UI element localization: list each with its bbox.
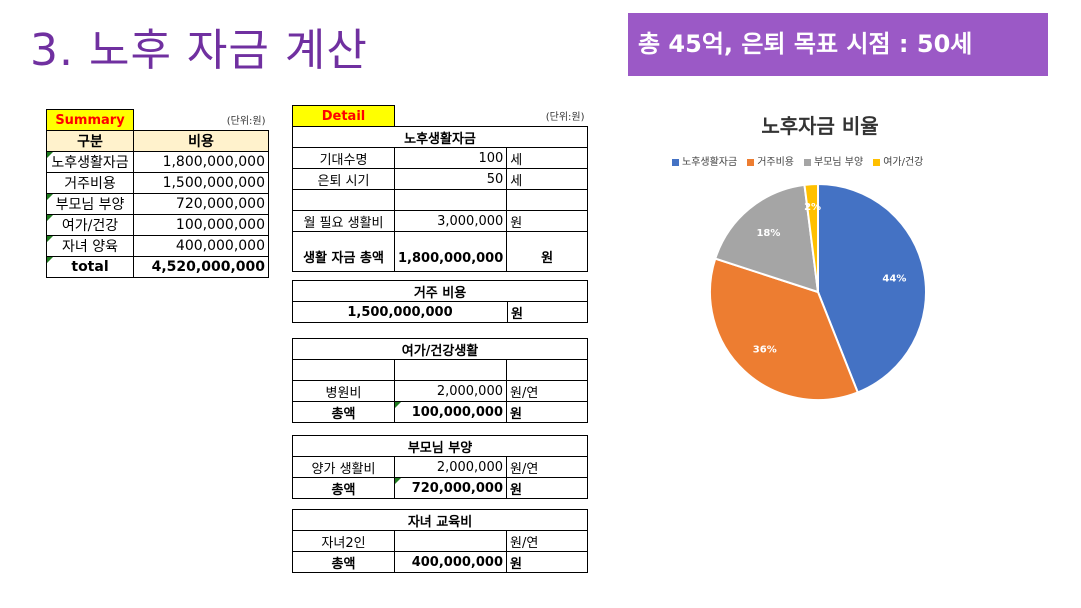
leisure-total-value: 100,000,000 <box>394 401 507 423</box>
children-total-value: 400,000,000 <box>394 551 507 573</box>
summary-row-name: 자녀 양육 <box>46 235 134 257</box>
pie-slice <box>817 182 927 394</box>
summary-row-name: 노후생활자금 <box>46 151 134 173</box>
summary-col-category: 구분 <box>46 130 134 152</box>
summary-unit: (단위:원) <box>133 109 269 131</box>
legend-item: 여가/건강 <box>873 153 923 168</box>
summary-row-name: 부모님 부양 <box>46 193 134 215</box>
legend-label: 노후생활자금 <box>682 157 738 168</box>
parents-total-value: 720,000,000 <box>394 477 507 499</box>
hospital-value: 2,000,000 <box>394 380 507 402</box>
detail-unit: (단위:원) <box>394 105 588 127</box>
legend-swatch <box>804 158 812 166</box>
support-label: 양가 생활비 <box>292 456 395 478</box>
summary-row-value: 400,000,000 <box>133 235 269 257</box>
living-title: 노후생활자금 <box>292 126 588 148</box>
parents-total-unit: 원 <box>506 477 588 499</box>
pie-slice <box>714 183 820 294</box>
retire-value: 50 <box>393 168 508 190</box>
summary-table: Summary (단위:원) 구분 비용 노후생활자금 1,800,000,00… <box>46 109 269 278</box>
chart-title: 노후자금 비율 <box>761 114 879 138</box>
summary-row-value: 720,000,000 <box>133 193 269 215</box>
pie-label: 44% <box>882 273 906 284</box>
summary-row-name: 거주비용 <box>46 172 134 194</box>
summary-total-label: total <box>46 256 134 278</box>
housing-title: 거주 비용 <box>292 280 588 302</box>
legend-label: 거주비용 <box>757 157 795 168</box>
living-total-unit: 원 <box>506 231 588 272</box>
pie-slice <box>803 182 819 293</box>
pie-chart: 44% 36% 18% 2% <box>709 182 927 401</box>
pie-slice <box>709 257 860 401</box>
legend-swatch <box>873 158 881 166</box>
kids-unit: 원/연 <box>506 530 588 552</box>
legend-label: 여가/건강 <box>883 157 924 168</box>
legend-item: 노후생활자금 <box>672 153 737 168</box>
legend-item: 부모님 부양 <box>804 153 863 168</box>
legend-label: 부모님 부양 <box>814 157 864 168</box>
hospital-unit: 원/연 <box>506 380 588 402</box>
legend-swatch <box>747 158 755 166</box>
living-total-label: 생활 자금 총액 <box>292 231 395 272</box>
living-total-value: 1,800,000,000 <box>393 231 508 272</box>
summary-row-value: 100,000,000 <box>133 214 269 236</box>
summary-row-value: 1,800,000,000 <box>133 151 269 173</box>
leisure-total-label: 총액 <box>292 401 395 423</box>
housing-unit: 원 <box>507 301 588 323</box>
children-total-label: 총액 <box>292 551 395 573</box>
pie-label: 18% <box>756 228 780 239</box>
detail-children-table: 자녀 교육비 자녀2인 원/연 총액 400,000,000 원 <box>292 509 588 573</box>
support-unit: 원/연 <box>506 456 588 478</box>
monthly-unit: 원 <box>506 210 588 232</box>
leisure-title: 여가/건강생활 <box>292 338 588 360</box>
summary-col-cost: 비용 <box>133 130 269 152</box>
detail-living-table: Detail (단위:원) 노후생활자금 기대수명 100 세 은퇴 시기 50… <box>292 105 588 272</box>
children-title: 자녀 교육비 <box>292 509 588 531</box>
parents-title: 부모님 부양 <box>292 435 588 457</box>
summary-row-value: 1,500,000,000 <box>133 172 269 194</box>
retire-unit: 세 <box>506 168 588 190</box>
life-label: 기대수명 <box>292 147 395 169</box>
support-value: 2,000,000 <box>394 456 507 478</box>
summary-banner: 총 45억, 은퇴 목표 시점 : 50세 <box>628 13 1048 76</box>
children-total-unit: 원 <box>506 551 588 573</box>
life-value: 100 <box>393 147 508 169</box>
detail-leisure-table: 여가/건강생활 병원비 2,000,000 원/연 총액 100,000,000… <box>292 338 588 423</box>
page-title: 3. 노후 자금 계산 <box>30 25 368 76</box>
detail-housing-table: 거주 비용 1,500,000,000 원 <box>292 280 588 323</box>
summary-row-name: 여가/건강 <box>46 214 134 236</box>
leisure-total-unit: 원 <box>506 401 588 423</box>
monthly-value: 3,000,000 <box>393 210 508 232</box>
summary-total-value: 4,520,000,000 <box>133 256 269 278</box>
hospital-label: 병원비 <box>292 380 395 402</box>
chart-legend: 노후생활자금 거주비용 부모님 부양 여가/건강 <box>672 153 923 168</box>
summary-label: Summary <box>46 109 134 131</box>
pie-label: 2% <box>804 202 821 213</box>
pie-label: 36% <box>753 345 777 356</box>
legend-swatch <box>672 158 679 166</box>
retire-label: 은퇴 시기 <box>292 168 395 190</box>
monthly-label: 월 필요 생활비 <box>292 210 395 232</box>
life-unit: 세 <box>506 147 588 169</box>
parents-total-label: 총액 <box>292 477 395 499</box>
detail-parents-table: 부모님 부양 양가 생활비 2,000,000 원/연 총액 720,000,0… <box>292 435 588 499</box>
legend-item: 거주비용 <box>747 153 794 168</box>
detail-label: Detail <box>292 105 395 127</box>
housing-value: 1,500,000,000 <box>292 301 508 323</box>
kids-label: 자녀2인 <box>292 530 395 552</box>
